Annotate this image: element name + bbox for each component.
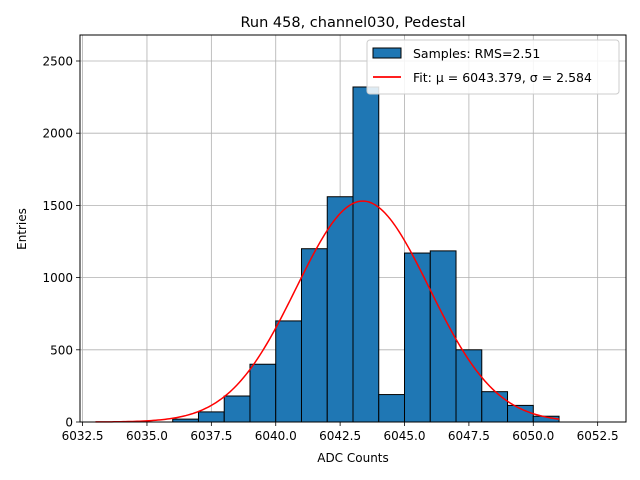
histogram-bar bbox=[300, 248, 328, 423]
histogram-bar bbox=[326, 196, 354, 423]
histogram-bar bbox=[481, 391, 509, 423]
x-tick-label: 6045.0 bbox=[384, 429, 426, 443]
x-tick-label: 6052.5 bbox=[577, 429, 619, 443]
axis-ticks: 6032.5 6035.0 6037.5 6040.0 6042.5 6045.0 6047… bbox=[42, 54, 618, 443]
histogram-bar bbox=[404, 252, 431, 423]
legend-samples-label: Samples: RMS=2.51 bbox=[413, 46, 540, 61]
histogram-bar bbox=[249, 363, 277, 423]
y-tick-label: 0 bbox=[65, 416, 73, 430]
histogram-bar bbox=[223, 395, 251, 423]
plot-frame bbox=[79, 34, 627, 423]
legend-samples-swatch bbox=[372, 47, 402, 59]
legend-fit-label: Fit: μ = 6043.379, σ = 2.584 bbox=[413, 70, 592, 85]
histogram-bar bbox=[275, 320, 302, 423]
x-tick-label: 6042.5 bbox=[319, 429, 361, 443]
histogram-bar bbox=[378, 394, 406, 423]
x-tick-label: 6035.0 bbox=[126, 429, 168, 443]
histogram-bar bbox=[455, 349, 483, 423]
x-tick-label: 6050.0 bbox=[512, 429, 554, 443]
histogram-bar bbox=[352, 86, 380, 423]
y-axis-label: Entries bbox=[15, 208, 29, 250]
histogram-bar bbox=[197, 411, 225, 423]
y-tick-label: 1500 bbox=[42, 199, 73, 213]
y-tick-label: 1000 bbox=[42, 271, 73, 285]
histogram-bar bbox=[429, 250, 457, 423]
y-tick-label: 500 bbox=[50, 343, 73, 357]
x-tick-label: 6047.5 bbox=[448, 429, 490, 443]
x-tick-label: 6040.0 bbox=[255, 429, 297, 443]
y-tick-label: 2500 bbox=[42, 54, 73, 68]
x-axis-label: ADC Counts bbox=[317, 451, 389, 465]
legend: Samples: RMS=2.51 Fit: μ = 6043.379, σ =… bbox=[366, 39, 620, 95]
x-tick-label: 6037.5 bbox=[190, 429, 232, 443]
x-tick-label: 6032.5 bbox=[62, 429, 104, 443]
gaussian-fit-curve bbox=[95, 200, 560, 423]
y-tick-label: 2000 bbox=[42, 127, 73, 141]
chart-title: Run 458, channel030, Pedestal bbox=[240, 15, 465, 31]
legend-box bbox=[366, 39, 620, 95]
